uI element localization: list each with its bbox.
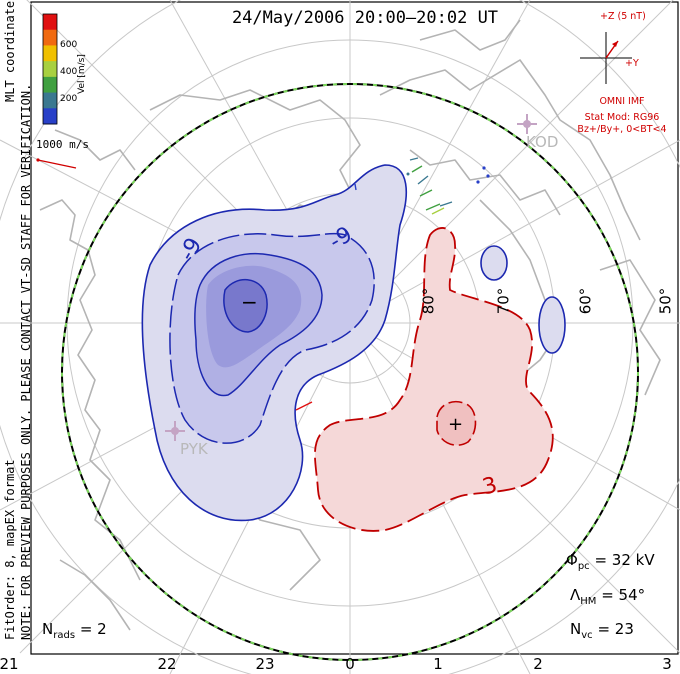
colorbar-swatch [43,45,57,62]
station-label-pyk: PYK [180,440,208,458]
imf-model: Stat Mod: RG96 [584,112,660,123]
mlt-tick-label: 1 [433,655,443,673]
colorbar-swatch [43,14,57,31]
mlt-tick-label: 22 [157,655,177,673]
fit-info: FitOrder: 8, mapEX format [3,459,17,640]
mlt-tick-label: 3 [662,655,672,673]
latitude-label-50: 50° [656,287,675,315]
stat-nvc: Nvc = 23 [570,620,634,641]
colorbar-swatch [43,76,57,94]
mlt-tick-label: 21 [0,655,19,673]
colorbar-swatch [43,29,57,46]
potential-minimum-marker: − [241,290,258,314]
colorbar [42,13,58,125]
imf-z-label: +Z (5 nT) [600,11,646,22]
latitude-label-70: 70° [494,287,513,315]
preview-note: NOTE: FOR PREVIEW PURPOSES ONLY. PLEASE … [19,83,33,640]
colorbar-border [42,13,58,125]
stat-lambda-hm: ΛHM = 54° [570,586,646,607]
mlt-tick-label: 2 [533,655,543,673]
imf-condition: Bz+/By+, 0<BT<4 [577,124,667,135]
mlt-tick-label: 23 [255,655,275,673]
colorbar-tick: 400 [60,67,78,77]
plot-title: 24/May/2006 20:00–20:02 UT [231,8,499,28]
stat-phi-pc: Φpc = 32 kV [566,551,655,572]
colorbar-swatch [43,108,57,125]
plot-frame [30,1,679,655]
colorbar-tick: 200 [60,94,78,104]
mlt-tick-label: 0 [345,655,355,673]
latitude-label-60: 60° [576,287,595,315]
colorbar-swatch [43,92,57,109]
colorbar-swatch [43,61,57,78]
coord-label: MLT coordinates [3,0,17,102]
velocity-vectors [295,157,490,411]
latitude-label-80: 80° [419,287,438,315]
colorbar-tick: 600 [60,40,78,50]
potential-maximum-marker: + [448,414,464,435]
imf-clock [580,32,632,84]
positive-cell [314,227,554,532]
imf-source: OMNI IMF [599,96,645,107]
station-marker-pyk [165,421,185,441]
velocity-scale [36,158,77,169]
hm-boundary-green [61,83,639,661]
imf-y-label: +Y [625,58,639,69]
colorbar-label: Vel [m/s] [77,54,87,94]
stat-nrads: Nrads = 2 [42,620,107,641]
station-marker-kod [517,114,537,134]
negative-cell [141,164,408,522]
scale-label: 1000 m/s [36,138,89,151]
small-negative-cells [480,245,566,354]
station-label-kod: KOD [526,133,559,151]
